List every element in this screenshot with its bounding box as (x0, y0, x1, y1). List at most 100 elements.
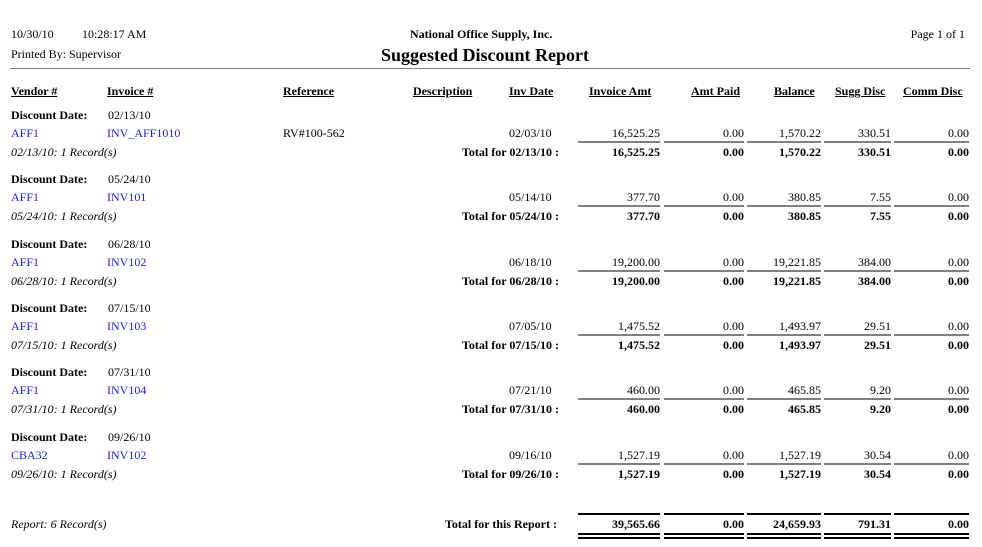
amt-paid: 0.00 (723, 190, 744, 205)
invoice-link[interactable]: INV102 (107, 447, 147, 462)
subtotal-rule (824, 141, 891, 143)
total-amt-paid: 0.00 (723, 209, 744, 224)
group-records: 06/28/10: 1 Record(s) (11, 273, 117, 288)
subtotal-rule (578, 333, 660, 336)
discount-date-label: Discount Date: (11, 172, 88, 187)
col-description: Description (413, 84, 473, 98)
col-inv-date: Inv Date (509, 84, 554, 98)
report-total-amt-paid: 0.00 (723, 517, 744, 531)
discount-date: 02/13/10 (108, 108, 151, 122)
vendor-link[interactable]: AFF1 (11, 318, 40, 333)
total-invoice-amt: 1,475.52 (618, 337, 660, 352)
total-top-rule (894, 513, 969, 515)
discount-date: 07/15/10 (108, 300, 151, 315)
invoice-amt: 1,475.52 (618, 318, 660, 333)
discount-date-label: Discount Date: (11, 429, 88, 444)
col-invoice: Invoice # (107, 84, 154, 98)
subtotal-rule (747, 333, 821, 336)
subtotal-rule (664, 141, 744, 143)
invoice-amt: 16,525.25 (612, 126, 660, 140)
col-invoice-amt: Invoice Amt (589, 84, 652, 98)
vendor-link[interactable]: CBA32 (11, 447, 48, 462)
discount-date-label: Discount Date: (11, 236, 88, 251)
discount-date-group: Discount Date: 09/26/10 CBA32 INV102 09/16/1… (0, 430, 982, 494)
total-double-rule (747, 533, 821, 539)
invoice-link[interactable]: INV101 (107, 190, 147, 205)
total-invoice-amt: 19,200.00 (612, 273, 660, 288)
total-comm-disc: 0.00 (948, 337, 969, 352)
comm-disc: 0.00 (948, 126, 969, 140)
total-top-rule (578, 513, 660, 515)
subtotal-rule (747, 141, 821, 143)
inv-date: 07/05/10 (509, 318, 552, 333)
company-name: National Office Supply, Inc. (410, 27, 553, 41)
subtotal-rule (578, 141, 660, 143)
total-comm-disc: 0.00 (948, 145, 969, 159)
comm-disc: 0.00 (948, 383, 969, 398)
invoice-link[interactable]: INV102 (107, 254, 147, 269)
discount-date-label: Discount Date: (11, 300, 88, 315)
printed-by: Printed By: Supervisor (11, 47, 121, 61)
discount-date: 06/28/10 (108, 236, 151, 251)
total-top-rule (747, 513, 821, 515)
amt-paid: 0.00 (723, 447, 744, 462)
print-time: 10:28:17 AM (82, 27, 147, 41)
total-balance: 19,221.85 (773, 273, 821, 288)
invoice-link[interactable]: INV_AFF1010 (107, 126, 181, 140)
report-total-sugg-disc: 791.31 (858, 517, 891, 531)
total-amt-paid: 0.00 (723, 145, 744, 159)
sugg-disc: 7.55 (870, 190, 891, 205)
total-double-rule (894, 533, 969, 539)
comm-disc: 0.00 (948, 190, 969, 205)
total-comm-disc: 0.00 (948, 402, 969, 417)
report-total-invoice-amt: 39,565.66 (612, 517, 660, 531)
subtotal-rule (664, 205, 744, 208)
balance: 1,493.97 (779, 318, 821, 333)
group-total-label: Total for 09/26/10 : (462, 466, 560, 481)
group-records: 07/31/10: 1 Record(s) (11, 402, 117, 417)
total-amt-paid: 0.00 (723, 273, 744, 288)
amt-paid: 0.00 (723, 383, 744, 398)
subtotal-rule (894, 141, 969, 143)
subtotal-rule (664, 269, 744, 272)
total-top-rule (664, 513, 744, 515)
header-divider (10, 68, 970, 69)
total-balance: 1,527.19 (779, 466, 821, 481)
subtotal-rule (664, 398, 744, 401)
balance: 19,221.85 (773, 254, 821, 269)
comm-disc: 0.00 (948, 318, 969, 333)
vendor-link[interactable]: AFF1 (11, 383, 40, 398)
vendor-link[interactable]: AFF1 (11, 190, 40, 205)
subtotal-rule (664, 333, 744, 336)
col-reference: Reference (283, 84, 335, 98)
invoice-amt: 377.70 (627, 190, 660, 205)
invoice-link[interactable]: INV103 (107, 318, 147, 333)
inv-date: 09/16/10 (509, 447, 552, 462)
total-invoice-amt: 377.70 (627, 209, 660, 224)
inv-date: 02/03/10 (509, 126, 552, 140)
total-sugg-disc: 30.54 (864, 466, 891, 481)
discount-date-group: Discount Date: 07/31/10 AFF1 INV104 07/21/10… (0, 365, 982, 429)
discount-date-group: Discount Date: 06/28/10 AFF1 INV102 06/18/10… (0, 237, 982, 301)
balance: 1,527.19 (779, 447, 821, 462)
balance: 465.85 (788, 383, 821, 398)
col-balance: Balance (774, 84, 815, 98)
group-total-label: Total for 02/13/10 : (462, 145, 560, 159)
vendor-link[interactable]: AFF1 (11, 126, 40, 140)
subtotal-rule (894, 462, 969, 465)
group-records: 09/26/10: 1 Record(s) (11, 466, 117, 481)
discount-date: 05/24/10 (108, 172, 151, 187)
subtotal-rule (824, 205, 891, 208)
subtotal-rule (747, 398, 821, 401)
total-balance: 1,570.22 (779, 145, 821, 159)
subtotal-rule (824, 462, 891, 465)
total-amt-paid: 0.00 (723, 337, 744, 352)
vendor-link[interactable]: AFF1 (11, 254, 40, 269)
total-sugg-disc: 29.51 (864, 337, 891, 352)
invoice-amt: 460.00 (627, 383, 660, 398)
invoice-link[interactable]: INV104 (107, 383, 147, 398)
col-comm-disc: Comm Disc (903, 84, 963, 98)
invoice-amt: 1,527.19 (618, 447, 660, 462)
subtotal-rule (747, 269, 821, 272)
report-total-balance: 24,659.93 (773, 517, 821, 531)
